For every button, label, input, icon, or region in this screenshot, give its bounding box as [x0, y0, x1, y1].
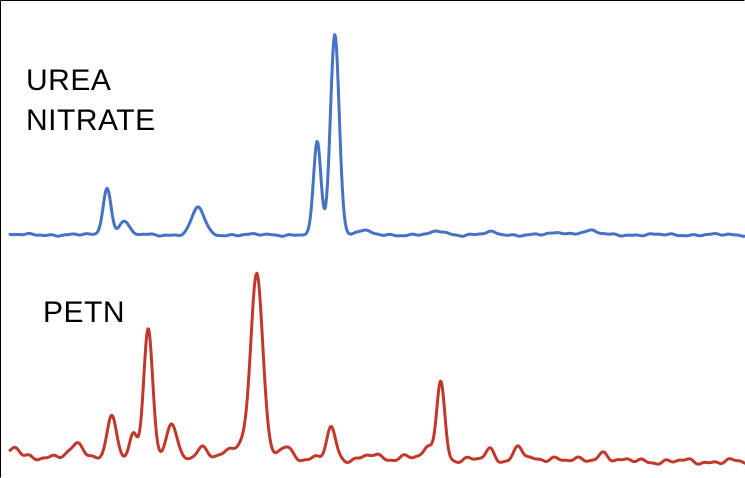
series-layer — [8, 33, 745, 466]
series-label-petn: PETN — [43, 296, 126, 329]
series-line-urea-nitrate — [8, 33, 745, 238]
series-label-urea-nitrate: UREA NITRATE — [26, 64, 156, 137]
series-line-petn — [8, 271, 745, 466]
